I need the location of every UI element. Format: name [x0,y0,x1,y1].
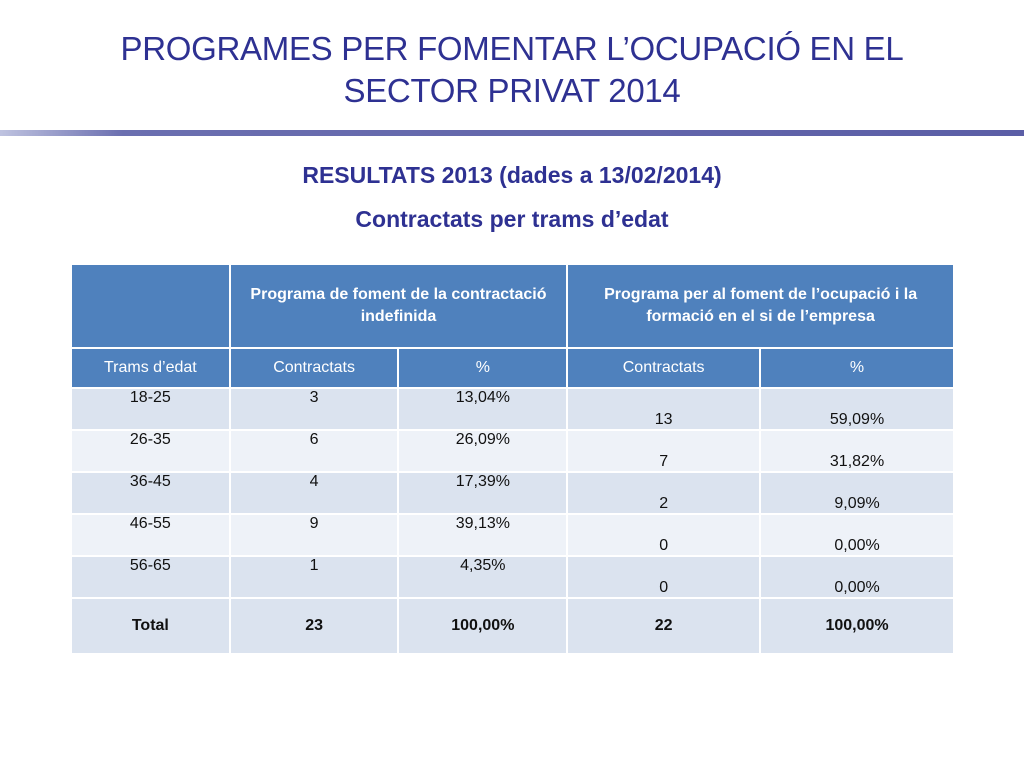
cell-p1-count: 4 [228,471,400,515]
cell-p2-pct: 0,00% [759,513,955,557]
cell-p1-count: 1 [228,555,400,599]
results-subtitle: RESULTATS 2013 (dades a 13/02/2014) [302,162,722,188]
cell-p1-count: 3 [228,387,400,431]
table-row: 56-65 1 4,35% 0 0,00% [70,555,955,599]
cell-p1-pct: 13,04% [397,387,569,431]
cell-p2-pct: 0,00% [759,555,955,599]
col-header-p1-pct: % [397,347,569,389]
cell-age: 18-25 [70,387,231,431]
table-row: 26-35 6 26,09% 7 31,82% [70,429,955,473]
cell-total-p2-pct: 100,00% [759,597,955,655]
cell-p1-pct: 39,13% [397,513,569,557]
cell-p1-count: 6 [228,429,400,473]
cell-p1-pct: 26,09% [397,429,569,473]
column-header-row: Trams d’edat Contractats % Contractats % [70,347,955,389]
col-header-age: Trams d’edat [70,347,231,389]
cell-age: 26-35 [70,429,231,473]
cell-p2-count: 0 [566,555,762,599]
empty-header-cell [70,263,231,349]
program-1-label: Programa de foment de la contractació in… [250,286,547,325]
cell-age: 46-55 [70,513,231,557]
table-row: 46-55 9 39,13% 0 0,00% [70,513,955,557]
cell-p1-pct: 4,35% [397,555,569,599]
age-brackets-subtitle: Contractats per trams d’edat [355,206,669,232]
title-divider [0,130,1024,136]
slide-title: PROGRAMES PER FOMENTAR L’OCUPACIÓ EN EL … [0,28,1024,112]
table-row: 36-45 4 17,39% 2 9,09% [70,471,955,515]
cell-total-p2-count: 22 [566,597,762,655]
cell-total-label: Total [70,597,231,655]
total-row: Total 23 100,00% 22 100,00% [70,597,955,655]
col-header-p1-count: Contractats [228,347,400,389]
cell-age: 56-65 [70,555,231,599]
cell-total-p1-pct: 100,00% [397,597,569,655]
cell-p2-count: 0 [566,513,762,557]
cell-p2-pct: 9,09% [759,471,955,515]
program-2-header: Programa per al foment de l’ocupació i l… [566,263,955,349]
cell-p2-count: 7 [566,429,762,473]
program-1-header: Programa de foment de la contractació in… [228,263,569,349]
cell-p2-count: 2 [566,471,762,515]
program-header-row: Programa de foment de la contractació in… [70,263,955,349]
cell-p2-pct: 59,09% [759,387,955,431]
cell-p2-pct: 31,82% [759,429,955,473]
col-header-p2-pct: % [759,347,955,389]
slide-title-line-2: SECTOR PRIVAT 2014 [343,72,681,109]
program-2-label: Programa per al foment de l’ocupació i l… [604,286,918,325]
cell-age: 36-45 [70,471,231,515]
cell-total-p1-count: 23 [228,597,400,655]
col-header-p2-count: Contractats [566,347,762,389]
cell-p1-pct: 17,39% [397,471,569,515]
slide-title-line-1: PROGRAMES PER FOMENTAR L’OCUPACIÓ EN EL [120,30,904,67]
table-row: 18-25 3 13,04% 13 59,09% [70,387,955,431]
cell-p2-count: 13 [566,387,762,431]
cell-p1-count: 9 [228,513,400,557]
hires-by-age-table: Programa de foment de la contractació in… [70,263,955,655]
